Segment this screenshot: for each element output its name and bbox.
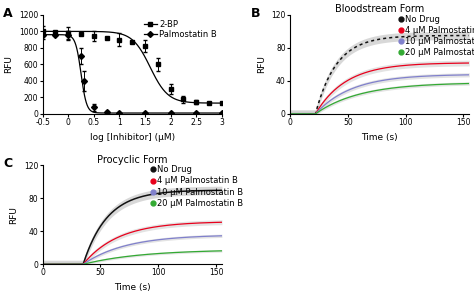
Legend: No Drug, 4 μM Palmostatin B, 10 μM Palmostatin B, 20 μM Palmostatin B: No Drug, 4 μM Palmostatin B, 10 μM Palmo… xyxy=(398,14,474,58)
Title: Bloodstream Form: Bloodstream Form xyxy=(335,4,424,14)
Title: Procyclic Form: Procyclic Form xyxy=(97,154,167,165)
X-axis label: Time (s): Time (s) xyxy=(114,283,151,292)
Text: C: C xyxy=(3,157,12,170)
Y-axis label: RFU: RFU xyxy=(257,56,266,73)
Legend: No Drug, 4 μM Palmostatin B, 10 μM Palmostatin B, 20 μM Palmostatin B: No Drug, 4 μM Palmostatin B, 10 μM Palmo… xyxy=(151,165,245,208)
Text: A: A xyxy=(3,7,13,20)
Y-axis label: RFU: RFU xyxy=(9,206,18,224)
Y-axis label: RFU: RFU xyxy=(5,56,14,73)
X-axis label: log [Inhibitor] (μM): log [Inhibitor] (μM) xyxy=(90,132,175,142)
X-axis label: Time (s): Time (s) xyxy=(361,132,398,142)
Legend: 2-BP, Palmostatin B: 2-BP, Palmostatin B xyxy=(143,19,218,40)
Text: B: B xyxy=(251,7,260,20)
